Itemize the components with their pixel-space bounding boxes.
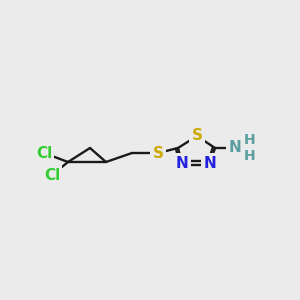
Text: Cl: Cl xyxy=(36,146,52,160)
Text: H: H xyxy=(244,133,256,147)
Text: S: S xyxy=(191,128,203,143)
Text: Cl: Cl xyxy=(44,167,60,182)
Text: N: N xyxy=(204,155,216,170)
Text: N: N xyxy=(176,155,188,170)
Text: N: N xyxy=(229,140,242,155)
Text: S: S xyxy=(152,146,164,160)
Text: H: H xyxy=(244,149,256,163)
